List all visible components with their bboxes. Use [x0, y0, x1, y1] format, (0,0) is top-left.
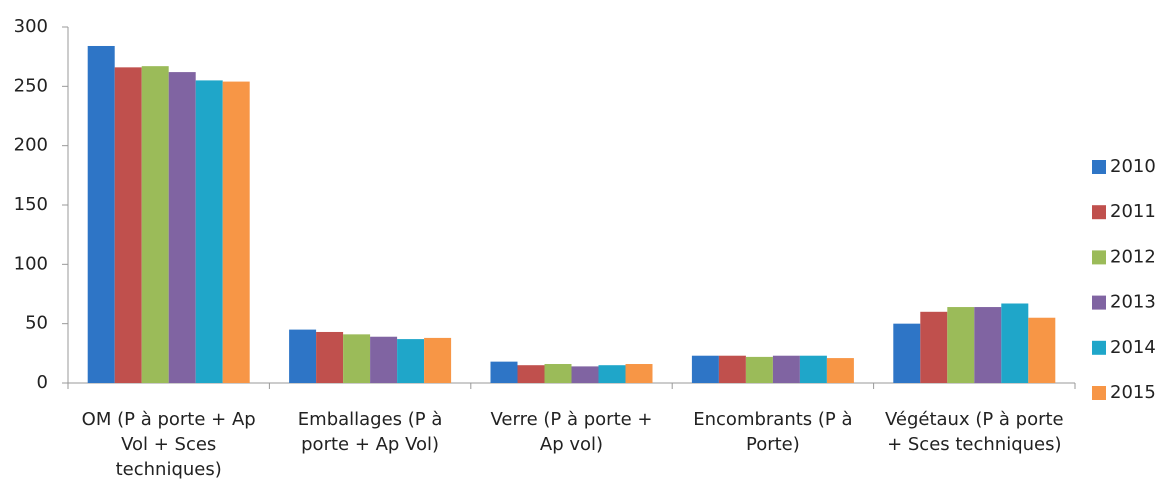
- bar: [370, 336, 398, 383]
- legend-swatch: [1092, 340, 1106, 355]
- y-tick-label: 100: [14, 253, 48, 274]
- x-tick-label: Végétaux (P à porte + Sces techniques): [884, 409, 1064, 455]
- legend-label: 2011: [1110, 201, 1156, 222]
- legend-label: 2015: [1110, 382, 1156, 403]
- bar: [424, 337, 452, 383]
- x-tick-label: Encombrants (P à Porte): [693, 409, 853, 455]
- legend-label: 2013: [1110, 292, 1156, 313]
- bar: [397, 339, 425, 383]
- legend-swatch: [1092, 295, 1106, 310]
- bar: [691, 355, 719, 383]
- legend-swatch: [1092, 160, 1106, 174]
- x-tick-label: Emballages (P à porte + Ap Vol): [297, 409, 443, 455]
- bar: [745, 356, 773, 383]
- legend-swatch: [1092, 205, 1106, 220]
- legend-label: 2010: [1110, 156, 1156, 177]
- bar: [87, 45, 115, 384]
- bar: [289, 329, 317, 383]
- y-tick-label: 50: [25, 313, 48, 334]
- bar: [114, 67, 142, 383]
- bar: [625, 364, 653, 383]
- bar: [893, 323, 921, 383]
- y-tick-label: 200: [14, 135, 48, 156]
- y-tick-label: 150: [14, 194, 48, 215]
- bar: [316, 331, 344, 383]
- bar: [974, 307, 1002, 383]
- x-tick-label: OM (P à porte + Ap Vol + Sces techniques…: [81, 409, 256, 480]
- bar: [772, 355, 800, 383]
- bar: [571, 366, 599, 383]
- bar: [517, 365, 545, 383]
- legend-swatch: [1092, 250, 1106, 265]
- bar: [222, 81, 250, 383]
- bar: [947, 307, 975, 383]
- y-tick-label: 0: [37, 372, 48, 393]
- bar: [343, 334, 371, 383]
- bar: [799, 355, 827, 383]
- bar: [544, 364, 572, 383]
- bar: [195, 80, 223, 384]
- bar: [718, 355, 746, 383]
- legend-swatch: [1092, 386, 1106, 400]
- y-tick-label: 300: [14, 16, 48, 37]
- y-tick-label: 250: [14, 75, 48, 96]
- x-tick-label: Verre (P à porte + Ap vol): [490, 409, 653, 455]
- bar: [168, 72, 196, 384]
- bar: [141, 66, 169, 383]
- bar: [490, 361, 518, 383]
- bar: [598, 365, 626, 383]
- legend-label: 2014: [1110, 337, 1156, 358]
- legend-label: 2012: [1110, 246, 1156, 267]
- bar: [826, 358, 854, 383]
- bar: [1028, 317, 1056, 383]
- bar: [920, 311, 948, 383]
- bar: [1001, 303, 1029, 383]
